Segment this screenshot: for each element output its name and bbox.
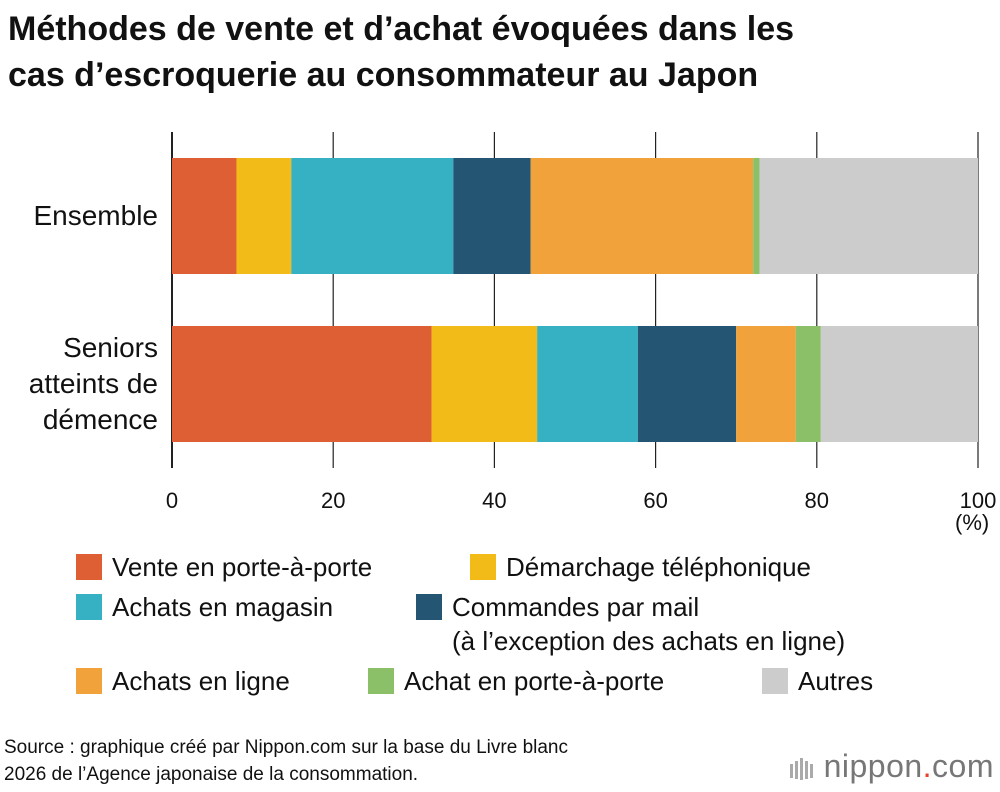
- bar-segment-0-5: [753, 158, 760, 274]
- legend-item-4: Achats en ligne: [76, 664, 290, 698]
- legend-item-3: Commandes par mail (à l’exception des ach…: [416, 590, 845, 656]
- bar-segment-1-5: [795, 326, 821, 442]
- legend-label-line: Achats en ligne: [112, 666, 290, 696]
- bar-segment-1-3: [637, 326, 737, 442]
- chart-title-line-2: cas d’escroquerie au consommateur au Jap…: [8, 56, 759, 94]
- source-note: Source : graphique créé par Nippon.com s…: [4, 734, 568, 788]
- category-label-line: Seniors: [63, 332, 158, 363]
- legend-label: Vente en porte-à-porte: [112, 550, 372, 584]
- x-tick-label-60: 60: [643, 488, 667, 513]
- x-tick-label-0: 0: [166, 488, 178, 513]
- bar-segment-1-1: [431, 326, 538, 442]
- bar-segment-1-0: [172, 326, 432, 442]
- legend-item-5: Achat en porte-à-porte: [368, 664, 664, 698]
- x-tick-label-80: 80: [805, 488, 829, 513]
- bar-segment-0-3: [453, 158, 531, 274]
- bar-segment-0-0: [172, 158, 237, 274]
- nippon-logo: nippon.com: [789, 748, 994, 785]
- legend-label: Autres: [798, 664, 873, 698]
- bar-segment-0-2: [291, 158, 454, 274]
- bar-segment-1-2: [537, 326, 638, 442]
- category-label-line: atteints de: [28, 368, 158, 399]
- chart-title-line-1: Méthodes de vente et d’achat évoquées da…: [8, 10, 795, 48]
- logo-name: nippon: [823, 748, 923, 784]
- category-label-0: Ensemble: [0, 198, 158, 234]
- legend-label: Achats en ligne: [112, 664, 290, 698]
- x-axis-unit: (%): [955, 510, 990, 535]
- source-line-1: Source : graphique créé par Nippon.com s…: [4, 737, 568, 758]
- legend-label-line: Vente en porte-à-porte: [112, 552, 373, 582]
- legend-label-line: Achat en porte-à-porte: [404, 666, 665, 696]
- legend-swatch: [470, 554, 496, 581]
- logo-dot: .: [922, 748, 933, 784]
- legend-item-0: Vente en porte-à-porte: [76, 550, 372, 584]
- legend-item-6: Autres: [762, 664, 873, 698]
- stacked-bar-chart: 0 20 40 60 80 100: [166, 132, 996, 513]
- legend-label-line: Autres: [798, 666, 874, 696]
- legend-label-line: Démarchage téléphonique: [506, 552, 811, 582]
- legend-label-line: (à l’exception des achats en ligne): [452, 626, 846, 656]
- logo-bars-icon: [789, 757, 813, 780]
- legend-label: Achats en magasin: [112, 590, 333, 624]
- bar-segment-0-4: [530, 158, 754, 274]
- legend-label: Achat en porte-à-porte: [404, 664, 664, 698]
- bars: [172, 158, 978, 442]
- legend-swatch: [76, 554, 102, 581]
- bar-segment-0-6: [759, 158, 978, 274]
- legend-item-1: Démarchage téléphonique: [470, 550, 811, 584]
- legend-label-line: Achats en magasin: [112, 592, 334, 622]
- category-label-1: Seniors atteints de démence: [0, 330, 158, 438]
- legend-item-2: Achats en magasin: [76, 590, 333, 624]
- legend-swatch: [368, 668, 394, 695]
- x-tick-label-100: 100: [960, 488, 997, 513]
- legend-swatch: [762, 668, 788, 695]
- legend: Vente en porte-à-porte Démarchage télépho…: [0, 550, 1000, 710]
- x-tick-label-20: 20: [321, 488, 345, 513]
- logo-suffix: com: [932, 748, 994, 784]
- legend-swatch: [416, 594, 442, 621]
- source-line-2: 2026 de l’Agence japonaise de la consomm…: [4, 764, 419, 785]
- legend-label-line: Commandes par mail: [452, 592, 700, 622]
- bar-segment-1-6: [820, 326, 978, 442]
- category-label-line: démence: [42, 404, 158, 435]
- legend-label: Commandes par mail (à l’exception des ach…: [452, 590, 845, 658]
- x-tick-labels: 0 20 40 60 80 100: [166, 488, 996, 513]
- legend-label: Démarchage téléphonique: [506, 550, 811, 584]
- bar-segment-0-1: [236, 158, 292, 274]
- category-label-line: Ensemble: [33, 200, 158, 231]
- bar-segment-1-4: [736, 326, 796, 442]
- x-tick-label-40: 40: [482, 488, 506, 513]
- legend-swatch: [76, 668, 102, 695]
- chart-title: Méthodes de vente et d’achat évoquées da…: [8, 6, 998, 98]
- legend-swatch: [76, 594, 102, 621]
